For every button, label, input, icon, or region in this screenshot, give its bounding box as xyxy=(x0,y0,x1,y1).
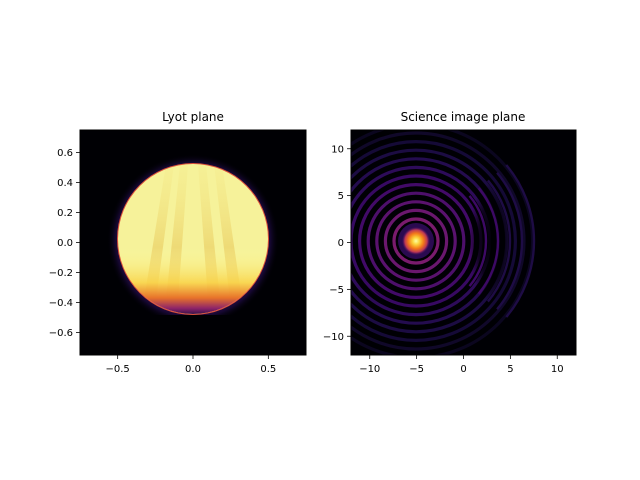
science-y-tick-label: 10 xyxy=(331,144,344,155)
science-image-plane-axes: Science image plane −10 −5 0 5 10 10 5 0 −5 −10 xyxy=(323,110,577,375)
science-x-tick-label: −5 xyxy=(409,364,424,375)
psf-ring xyxy=(392,217,440,265)
psf-ring xyxy=(383,208,449,274)
lyot-y-tick-label: 0.4 xyxy=(57,178,73,189)
science-x-ticks: −10 −5 0 5 10 xyxy=(359,355,564,375)
science-x-tick-label: 10 xyxy=(551,364,564,375)
lyot-plane-title: Lyot plane xyxy=(162,110,224,124)
lyot-y-tick-label: −0.6 xyxy=(49,328,73,339)
psf-ripple xyxy=(486,179,512,303)
dark-hole xyxy=(469,182,513,302)
science-x-tick-label: −10 xyxy=(359,364,380,375)
lyot-y-tick-label: 0.2 xyxy=(57,208,73,219)
lyot-y-ticks: 0.6 0.4 0.2 0.0 −0.2 −0.4 −0.6 xyxy=(49,148,80,339)
lyot-y-tick-label: 0.0 xyxy=(57,238,73,249)
psf-ripple xyxy=(477,187,500,295)
lyot-plane-axes: Lyot plane −0.5 0.0 0.5 0.6 0.4 0.2 0.0 −0.2 −0… xyxy=(49,110,307,375)
psf-ripple xyxy=(505,164,536,318)
lyot-y-tick-label: 0.6 xyxy=(57,148,73,159)
lyot-y-tick-label: −0.2 xyxy=(49,268,73,279)
lyot-pupil-bottom-shading xyxy=(118,164,268,314)
psf-ripples xyxy=(468,164,536,318)
psf-ring xyxy=(351,140,517,342)
psf-ripple xyxy=(468,195,488,287)
science-x-tick-label: 5 xyxy=(507,364,513,375)
psf-ring xyxy=(366,191,466,291)
psf-core xyxy=(402,227,430,255)
psf-ripple xyxy=(496,171,524,311)
science-y-ticks: 10 5 0 −5 −10 xyxy=(323,144,351,343)
psf-ring xyxy=(351,130,535,355)
lyot-x-tick-label: −0.5 xyxy=(106,364,130,375)
psf-ring xyxy=(351,131,526,351)
science-y-tick-label: 5 xyxy=(338,191,344,202)
science-image-plane-title: Science image plane xyxy=(401,110,526,124)
science-x-tick-label: 0 xyxy=(460,364,466,375)
science-y-tick-label: −5 xyxy=(329,285,344,296)
lyot-x-tick-label: 0.5 xyxy=(260,364,276,375)
lyot-y-tick-label: −0.4 xyxy=(49,298,73,309)
lyot-pupil-cut xyxy=(115,315,271,325)
science-y-tick-label: −10 xyxy=(323,332,344,343)
lyot-x-ticks: −0.5 0.0 0.5 xyxy=(106,355,276,375)
science-y-tick-label: 0 xyxy=(338,238,344,249)
lyot-x-tick-label: 0.0 xyxy=(185,364,201,375)
psf-ring xyxy=(375,200,457,282)
